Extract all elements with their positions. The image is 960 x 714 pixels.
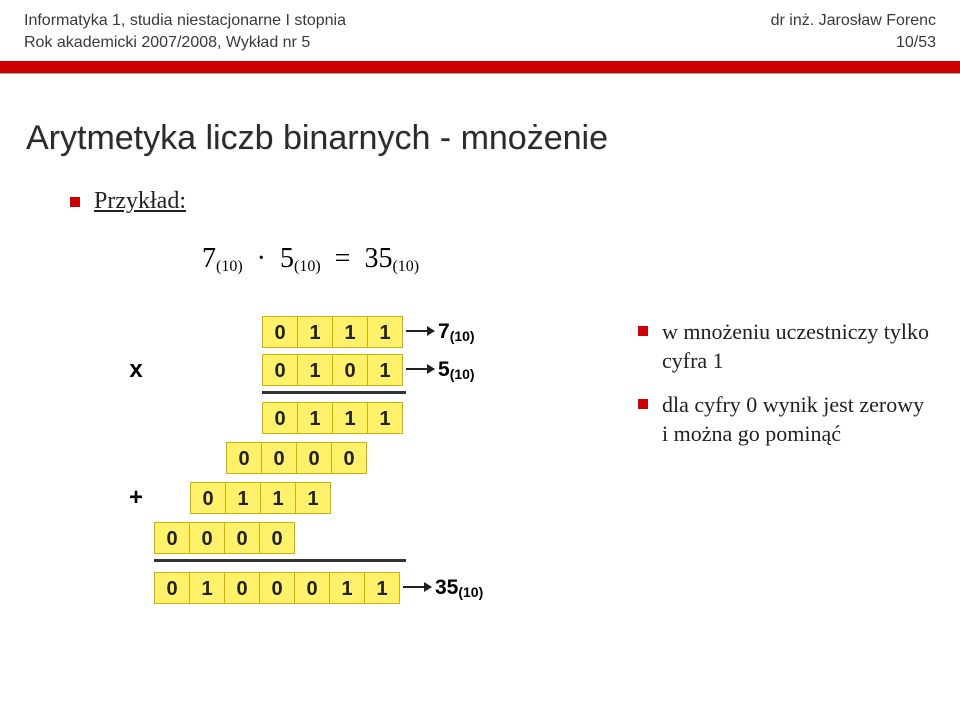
- bullet-icon: [638, 399, 648, 409]
- bit-cell: 1: [367, 354, 403, 386]
- bullet-icon: [638, 326, 648, 336]
- bit-cell: 1: [260, 482, 296, 514]
- header-right-1: dr inż. Jarosław Forenc: [771, 10, 936, 32]
- bit-cell: 0: [331, 442, 367, 474]
- bit-cell: 0: [189, 522, 225, 554]
- bit-cell: 1: [367, 316, 403, 348]
- row-label: 7(10): [438, 320, 475, 344]
- bit-cell: 0: [259, 522, 295, 554]
- bit-cell: 1: [367, 402, 403, 434]
- note-item: dla cyfry 0 wynik jest zerowy i można go…: [638, 391, 930, 448]
- bit-cell: 0: [224, 572, 260, 604]
- header-right-2: 10/53: [771, 32, 936, 54]
- bit-cell: 0: [226, 442, 262, 474]
- note-item: w mnożeniu uczestniczy tylko cyfra 1: [638, 318, 930, 375]
- bit-cell: 1: [364, 572, 400, 604]
- equation: 7(10) · 5(10) = 35(10): [0, 215, 960, 276]
- notes: w mnożeniu uczestniczy tylko cyfra 1 dla …: [638, 314, 960, 464]
- bit-cell: 1: [297, 402, 333, 434]
- header-left-2: Rok akademicki 2007/2008, Wykład nr 5: [24, 32, 346, 54]
- bit-cell: 1: [297, 354, 333, 386]
- bit-cell: 1: [329, 572, 365, 604]
- operator: +: [118, 484, 154, 512]
- red-bar: [0, 61, 960, 73]
- hline: [262, 391, 406, 394]
- row-label: 35(10): [435, 576, 483, 600]
- bit-cell: 0: [224, 522, 260, 554]
- bit-cell: 0: [332, 354, 368, 386]
- bit-cell: 1: [295, 482, 331, 514]
- bit-cell: 1: [189, 572, 225, 604]
- bullet-icon: [70, 197, 80, 207]
- page-title: Arytmetyka liczb binarnych - mnożenie: [0, 73, 960, 158]
- bit-cell: 0: [294, 572, 330, 604]
- bit-cell: 0: [261, 442, 297, 474]
- multiplication-layout: 01117(10)x01015(10)01110000+011100000100…: [0, 314, 638, 606]
- bit-cell: 0: [262, 402, 298, 434]
- bit-cell: 0: [262, 316, 298, 348]
- bit-cell: 0: [259, 572, 295, 604]
- operator: x: [118, 356, 154, 384]
- subtitle: Przykład:: [0, 158, 960, 215]
- bit-cell: 0: [154, 572, 190, 604]
- bit-cell: 1: [332, 402, 368, 434]
- bit-cell: 1: [332, 316, 368, 348]
- bit-cell: 0: [262, 354, 298, 386]
- hline: [154, 559, 406, 562]
- note-text: dla cyfry 0 wynik jest zerowy i można go…: [662, 391, 930, 448]
- row-label: 5(10): [438, 358, 475, 382]
- bit-cell: 1: [225, 482, 261, 514]
- bit-cell: 0: [154, 522, 190, 554]
- bit-cell: 1: [297, 316, 333, 348]
- note-text: w mnożeniu uczestniczy tylko cyfra 1: [662, 318, 930, 375]
- subtitle-text: Przykład:: [94, 188, 186, 214]
- bit-cell: 0: [296, 442, 332, 474]
- header-left-1: Informatyka 1, studia niestacjonarne I s…: [24, 10, 346, 32]
- bit-cell: 0: [190, 482, 226, 514]
